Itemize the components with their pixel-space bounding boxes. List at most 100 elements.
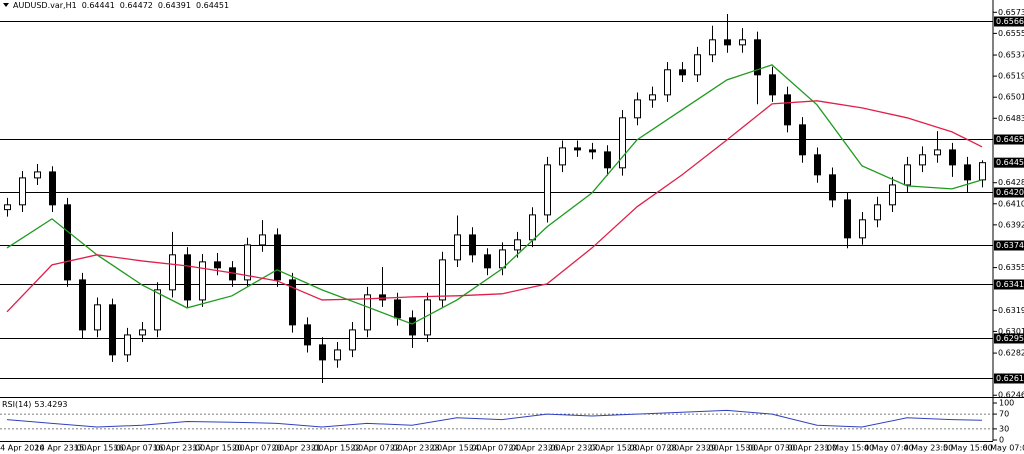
x-tick-label: 1 May 15:00 [825,444,875,453]
candle-body [409,317,416,336]
rsi-tick-label: 0 [999,436,1004,445]
candle-body [139,329,146,336]
rsi-title: RSI(14) [2,399,32,409]
candle-body [49,171,56,206]
candle-body [94,304,101,331]
level-label: 0.62954 [996,334,1024,343]
y-tick-label: 0.63555 [998,263,1024,272]
candle-body [559,147,566,166]
candle-body [514,239,521,251]
candle-body [364,294,371,331]
y-tick-label: 0.62825 [998,349,1024,358]
candle-body [109,304,116,356]
candle-body [769,74,776,96]
candle-body [784,94,791,126]
candle-body [754,39,761,76]
plot-background [0,0,993,441]
candle-body [304,324,311,346]
x-tick-label: 4 May 07:00 [864,444,914,453]
candle-body [544,164,551,216]
rsi-tick-label: 100 [999,399,1014,408]
candle-body [964,164,971,181]
candle-body [319,344,326,361]
level-label: 0.65662 [996,17,1024,26]
rsi-tick-label: 70 [999,410,1009,419]
x-tick-label: 6 May 07:00 [983,444,1024,453]
candle-body [574,147,581,151]
x-tick-label: 17 Apr 15:00 [193,444,245,453]
candle-body [919,154,926,166]
candle-body [709,39,716,56]
candle-body [274,234,281,281]
x-tick-label: 16 Apr 07:00 [114,444,166,453]
candle-body [469,234,476,256]
rsi-tick-label: 30 [999,424,1009,433]
x-tick-label: 5 May 15:00 [943,444,993,453]
close: 0.64451 [195,0,230,10]
candle-body [124,334,131,356]
level-label-box [994,16,1024,27]
x-tick-label: 14 Apr 2020 [0,444,44,453]
candle-body [694,54,701,76]
candle-body [904,164,911,186]
y-tick-label: 0.65555 [998,29,1024,38]
candle-body [634,99,641,119]
moving-average [6,100,983,313]
candle-body [394,299,401,319]
level-label-box [994,240,1024,251]
candle-body [844,199,851,239]
y-tick-label: 0.62465 [998,391,1024,400]
candle-body [859,219,866,239]
x-tick-label: 26 Apr 23:00 [548,444,600,453]
candle-body [934,149,941,156]
rsi-value: 53.4293 [34,399,68,409]
x-tick-label: 29 Apr 15:00 [706,444,758,453]
high: 0.64472 [119,0,153,10]
candle-body [64,204,71,281]
x-tick-label: 20 Apr 23:00 [272,444,324,453]
candle-body [214,261,221,269]
level-label-box [994,373,1024,384]
candle-body [379,294,386,301]
x-tick-label: 16 Apr 23:00 [153,444,205,453]
candle-body [334,349,341,361]
candle-body [664,69,671,96]
candle-body [889,184,896,206]
level-label: 0.63748 [996,241,1024,250]
candle-body [454,234,461,261]
candle-body [649,94,656,101]
candle-body [184,254,191,301]
candle-body [979,162,986,181]
candle-body [199,261,206,301]
rsi-line [6,409,983,428]
level-label: 0.62613 [996,374,1024,383]
candle-body [724,39,731,46]
collapse-icon [3,3,9,7]
x-tick-label: 14 Apr 23:00 [35,444,87,453]
open: 0.64441 [81,0,115,10]
x-tick-label: 27 Apr 15:00 [588,444,640,453]
x-tick-label: 22 Apr 23:00 [390,444,442,453]
candle-body [619,117,626,169]
candle-body [169,254,176,291]
x-tick-label: 30 Apr 23:00 [785,444,837,453]
candle-body [79,279,86,331]
y-tick-label: 0.65735 [998,8,1024,17]
candle-body [259,234,266,246]
candle-body [529,214,536,241]
x-tick-label: 15 Apr 15:00 [74,444,126,453]
candle-body [34,171,41,179]
level-label: 0.64204 [996,188,1024,197]
current-price-label: 0.64451 [996,158,1024,167]
chart-header: AUDUSD.var,H1 0.64441 0.64472 0.64391 0.… [13,0,229,10]
candle-body [289,279,296,326]
level-label-box [994,333,1024,344]
x-tick-label: 30 Apr 07:00 [746,444,798,453]
